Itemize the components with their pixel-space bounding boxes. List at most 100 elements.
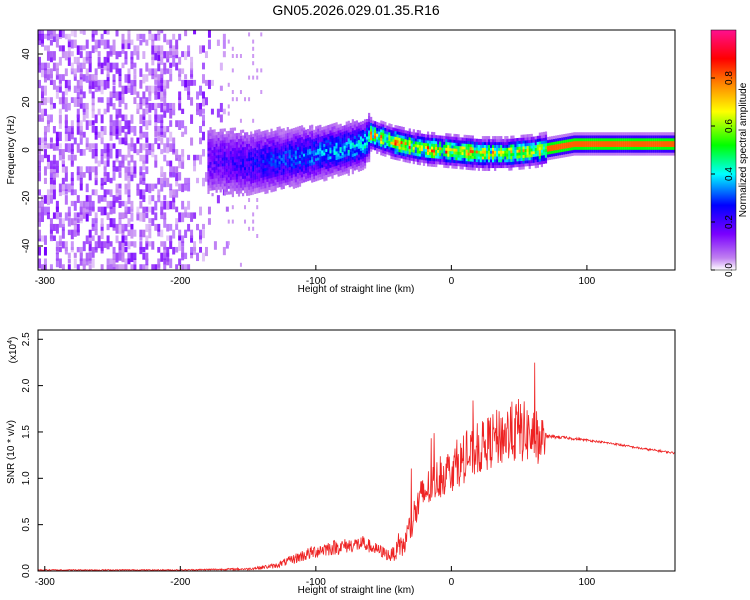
spectrogram-cell xyxy=(199,206,203,216)
spectrogram-cell xyxy=(307,137,310,141)
spectrogram-cell xyxy=(636,135,639,139)
spectrogram-cell xyxy=(124,189,128,195)
spectrogram-cell xyxy=(487,159,491,163)
spectrogram-cell xyxy=(241,155,245,159)
spectrogram-cell xyxy=(82,30,86,35)
spectrogram-cell xyxy=(252,136,255,140)
spectrogram-cell xyxy=(534,144,537,149)
spectrogram-cell xyxy=(178,154,182,162)
spectrogram-cell xyxy=(112,264,116,270)
spectrogram-cell xyxy=(223,137,226,141)
spectrogram-cell xyxy=(175,206,179,213)
spectrogram-cell xyxy=(512,161,515,165)
spectrogram-cell xyxy=(127,166,131,176)
spectrogram-cell xyxy=(157,85,161,91)
spectrogram-cell xyxy=(145,235,149,244)
spectrogram-cell xyxy=(461,148,464,153)
spectrogram-cell xyxy=(632,143,635,147)
spectrogram-cell xyxy=(274,147,277,151)
spectrogram-cell xyxy=(433,155,436,159)
spectrogram-cell xyxy=(668,146,672,150)
spectrogram-cell xyxy=(309,154,312,158)
spectrogram-cell xyxy=(587,152,590,156)
spectrogram-cell xyxy=(284,139,287,143)
spectrogram-cell xyxy=(64,126,68,134)
spectrogram-cell xyxy=(335,133,338,137)
spectrogram-cell xyxy=(339,126,342,130)
spectrogram-cell xyxy=(455,139,458,143)
spectrogram-cell xyxy=(227,104,230,109)
spectrogram-cell xyxy=(457,157,460,161)
spectrogram-cell xyxy=(475,144,478,148)
spectrogram-cell xyxy=(441,155,444,160)
spectrogram-cell xyxy=(79,85,83,95)
spectrogram-cell xyxy=(624,138,627,142)
spectrogram-cell xyxy=(142,33,146,43)
spectrogram-cell xyxy=(178,258,182,266)
spectrogram-cell xyxy=(157,189,161,198)
spectrogram-cell xyxy=(264,147,267,151)
spectrogram-cell xyxy=(317,139,320,144)
spectrogram-cell xyxy=(429,157,432,161)
spectrogram-cell xyxy=(199,246,203,253)
spectrogram-cell xyxy=(266,129,269,134)
spectrogram-cell xyxy=(333,166,336,170)
spectrogram-cell xyxy=(307,169,310,173)
spectrogram-cell xyxy=(209,173,212,177)
spectrogram-cell xyxy=(231,173,235,177)
spectrogram-cell xyxy=(112,195,116,205)
spectrogram-cell xyxy=(145,62,149,72)
spectrogram-cell xyxy=(546,142,550,146)
spectrogram-cell xyxy=(510,152,513,157)
spectrogram-cell xyxy=(49,114,53,123)
spectrogram-cell xyxy=(363,150,367,155)
spectrogram-cell xyxy=(264,176,267,180)
spectrogram-cell xyxy=(302,136,306,140)
spectrogram-cell xyxy=(622,138,625,142)
spectrogram-cell xyxy=(591,140,594,145)
spectrogram-cell xyxy=(670,149,674,153)
spectrogram-cell xyxy=(43,62,47,71)
spectrogram-cell xyxy=(339,152,342,156)
spectrogram-cell xyxy=(124,137,128,146)
spectrogram-cell xyxy=(124,172,128,181)
spectrogram-cell xyxy=(91,246,95,254)
spectrogram-cell xyxy=(225,206,229,212)
spectrogram-cell xyxy=(184,85,188,91)
spectrogram-cell xyxy=(244,175,247,179)
spectrogram-cell xyxy=(292,136,295,140)
spectrogram-cell xyxy=(233,139,237,143)
spectrogram-cell xyxy=(207,185,210,189)
spectrogram-cell xyxy=(221,148,224,152)
spectrogram-cell xyxy=(231,188,235,192)
spectrogram-cell xyxy=(307,175,310,179)
spectrogram-cell xyxy=(241,167,245,171)
spectrogram-cell xyxy=(235,150,239,154)
spectrogram-cell xyxy=(61,149,65,160)
spectrogram-cell xyxy=(278,137,281,142)
spectrogram-cell xyxy=(43,74,47,83)
spectrogram-cell xyxy=(284,170,287,175)
spectrogram-cell xyxy=(211,152,214,156)
spectrogram-cell xyxy=(341,143,344,147)
spectrogram-cell xyxy=(157,177,161,185)
spectrogram-cell xyxy=(118,91,122,101)
spectrogram-cell xyxy=(477,144,481,148)
spectrogram-cell xyxy=(315,126,318,130)
spectrogram-cell xyxy=(276,173,279,177)
spectrogram-cell xyxy=(97,160,101,167)
spectrogram-cell xyxy=(52,79,56,90)
spectrogram-cell xyxy=(624,146,627,150)
spectrogram-cell xyxy=(262,174,265,178)
spectrogram-cell xyxy=(40,108,44,119)
spectrogram-cell xyxy=(215,157,218,162)
spectrogram-cell xyxy=(618,149,621,153)
spectrogram-cell xyxy=(181,241,185,247)
spectrogram-cell xyxy=(595,135,598,139)
spectrogram-cell xyxy=(418,144,422,148)
spectrogram-cell xyxy=(516,158,519,162)
spectrogram-cell xyxy=(302,173,306,177)
spectrogram-cell xyxy=(73,39,77,48)
spectrogram-cell xyxy=(233,141,237,146)
spectrogram-cell xyxy=(136,91,140,98)
